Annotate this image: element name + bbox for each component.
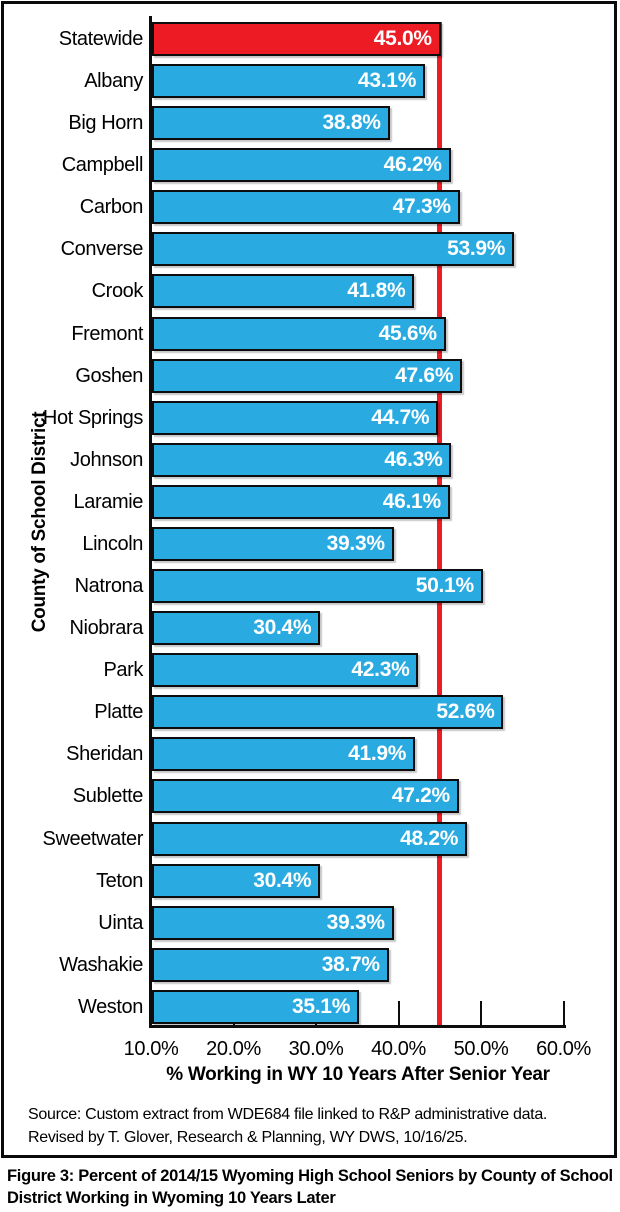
bar-value-label: 50.1%: [415, 574, 474, 598]
x-tick-label: 10.0%: [123, 1038, 179, 1060]
bar-value-label: 41.8%: [347, 279, 406, 303]
figure-caption-line-2: District Working in Wyoming 10 Years Lat…: [7, 1189, 336, 1207]
bar-value-label: 39.3%: [326, 531, 385, 555]
source-note: Source: Custom extract from WDE684 file …: [28, 1103, 598, 1149]
bar-county: 30.4%: [152, 863, 321, 898]
bar-value-label: 47.6%: [395, 363, 454, 387]
category-label: Sheridan: [66, 743, 143, 766]
bar-value-label: 39.3%: [326, 910, 385, 934]
category-label: Carbon: [79, 196, 144, 219]
x-tick-mark: [562, 1001, 565, 1025]
category-label: Johnson: [70, 448, 143, 471]
bar-county: 39.3%: [152, 526, 394, 561]
bar-value-label: 45.0%: [373, 27, 432, 50]
bar-statewide: 45.0%: [152, 22, 441, 56]
source-note-line-1: Source: Custom extract from WDE684 file …: [28, 1106, 548, 1123]
source-note-line-2: Revised by T. Glover, Research & Plannin…: [28, 1129, 468, 1146]
category-label: Platte: [94, 701, 143, 724]
bar-county: 46.3%: [152, 442, 452, 477]
bar-county: 38.8%: [152, 106, 390, 141]
category-label: Albany: [84, 70, 143, 93]
bar-value-label: 35.1%: [292, 994, 351, 1018]
bar-value-label: 42.3%: [351, 658, 410, 682]
bar-county: 30.4%: [152, 611, 321, 646]
category-label: Teton: [96, 869, 143, 892]
bar-county: 41.9%: [152, 737, 416, 772]
bar-county: 38.7%: [152, 947, 389, 982]
bar-value-label: 46.2%: [383, 153, 442, 177]
category-label: Park: [103, 659, 143, 682]
bar-county: 52.6%: [152, 695, 504, 730]
statewide-reference-line: [437, 22, 443, 1025]
bar-value-label: 43.1%: [358, 69, 417, 93]
x-tick-label: 60.0%: [536, 1038, 591, 1060]
bar-county: 48.2%: [152, 821, 468, 856]
bar-value-label: 41.9%: [348, 742, 407, 766]
y-axis-line: [149, 16, 152, 1027]
category-label: Big Horn: [68, 112, 143, 135]
category-label: Lincoln: [82, 532, 143, 555]
x-axis-title: % Working in WY 10 Years After Senior Ye…: [166, 1064, 550, 1085]
bar-county: 50.1%: [152, 569, 483, 604]
x-tick-label: 40.0%: [371, 1038, 426, 1060]
bar-county: 45.6%: [152, 316, 446, 351]
bar-value-label: 52.6%: [436, 700, 495, 724]
category-label: Hot Springs: [42, 406, 143, 429]
figure-caption-line-1: Figure 3: Percent of 2014/15 Wyoming Hig…: [7, 1167, 613, 1185]
bar-county: 47.3%: [152, 190, 460, 225]
bar-county: 43.1%: [152, 64, 426, 99]
bar-county: 41.8%: [152, 274, 415, 309]
bar-county: 42.3%: [152, 653, 419, 688]
bar-county: 35.1%: [152, 989, 360, 1024]
bar-value-label: 30.4%: [253, 868, 312, 892]
category-label: Laramie: [73, 490, 144, 513]
category-label: Natrona: [74, 575, 144, 598]
category-label: Niobrara: [69, 617, 144, 640]
bar-value-label: 47.3%: [392, 195, 451, 219]
bar-value-label: 48.2%: [400, 826, 459, 850]
bar-county: 47.2%: [152, 779, 459, 814]
bar-county: 47.6%: [152, 358, 463, 393]
bar-value-label: 45.6%: [378, 321, 437, 345]
bar-value-label: 38.8%: [322, 111, 381, 135]
category-label: Weston: [77, 995, 143, 1018]
bar-value-label: 46.1%: [382, 489, 441, 513]
category-label: Goshen: [75, 364, 143, 387]
bar-value-label: 44.7%: [371, 405, 430, 429]
category-label: Fremont: [71, 322, 143, 345]
category-label: Sweetwater: [42, 827, 144, 850]
x-tick-label: 30.0%: [288, 1038, 344, 1060]
category-label: Statewide: [58, 28, 144, 50]
bar-county: 44.7%: [152, 400, 439, 435]
bar-county: 53.9%: [152, 232, 515, 267]
bar-value-label: 53.9%: [447, 237, 506, 261]
plot-area: % Working in WY 10 Years After Senior Ye…: [28, 16, 598, 1149]
category-label: Sublette: [72, 785, 144, 808]
category-label: Campbell: [61, 154, 144, 177]
x-tick-mark: [480, 1001, 482, 1025]
x-tick-label: 50.0%: [453, 1038, 509, 1060]
bar-county: 46.1%: [152, 484, 450, 519]
bar-county: 39.3%: [152, 905, 394, 940]
bar-value-label: 47.2%: [391, 784, 450, 808]
category-label: Uinta: [98, 911, 143, 934]
bar-county: 46.2%: [152, 148, 451, 183]
bar-value-label: 46.3%: [384, 447, 443, 471]
figure-caption: Figure 3: Percent of 2014/15 Wyoming Hig…: [7, 1165, 613, 1209]
category-label: Converse: [60, 238, 144, 261]
category-label: Washakie: [59, 953, 143, 976]
bar-value-label: 30.4%: [253, 616, 312, 640]
category-label: Crook: [91, 280, 144, 303]
x-tick-mark: [397, 1001, 400, 1025]
bar-value-label: 38.7%: [321, 952, 380, 976]
x-tick-label: 20.0%: [206, 1038, 261, 1060]
x-axis-line: [149, 1025, 566, 1028]
